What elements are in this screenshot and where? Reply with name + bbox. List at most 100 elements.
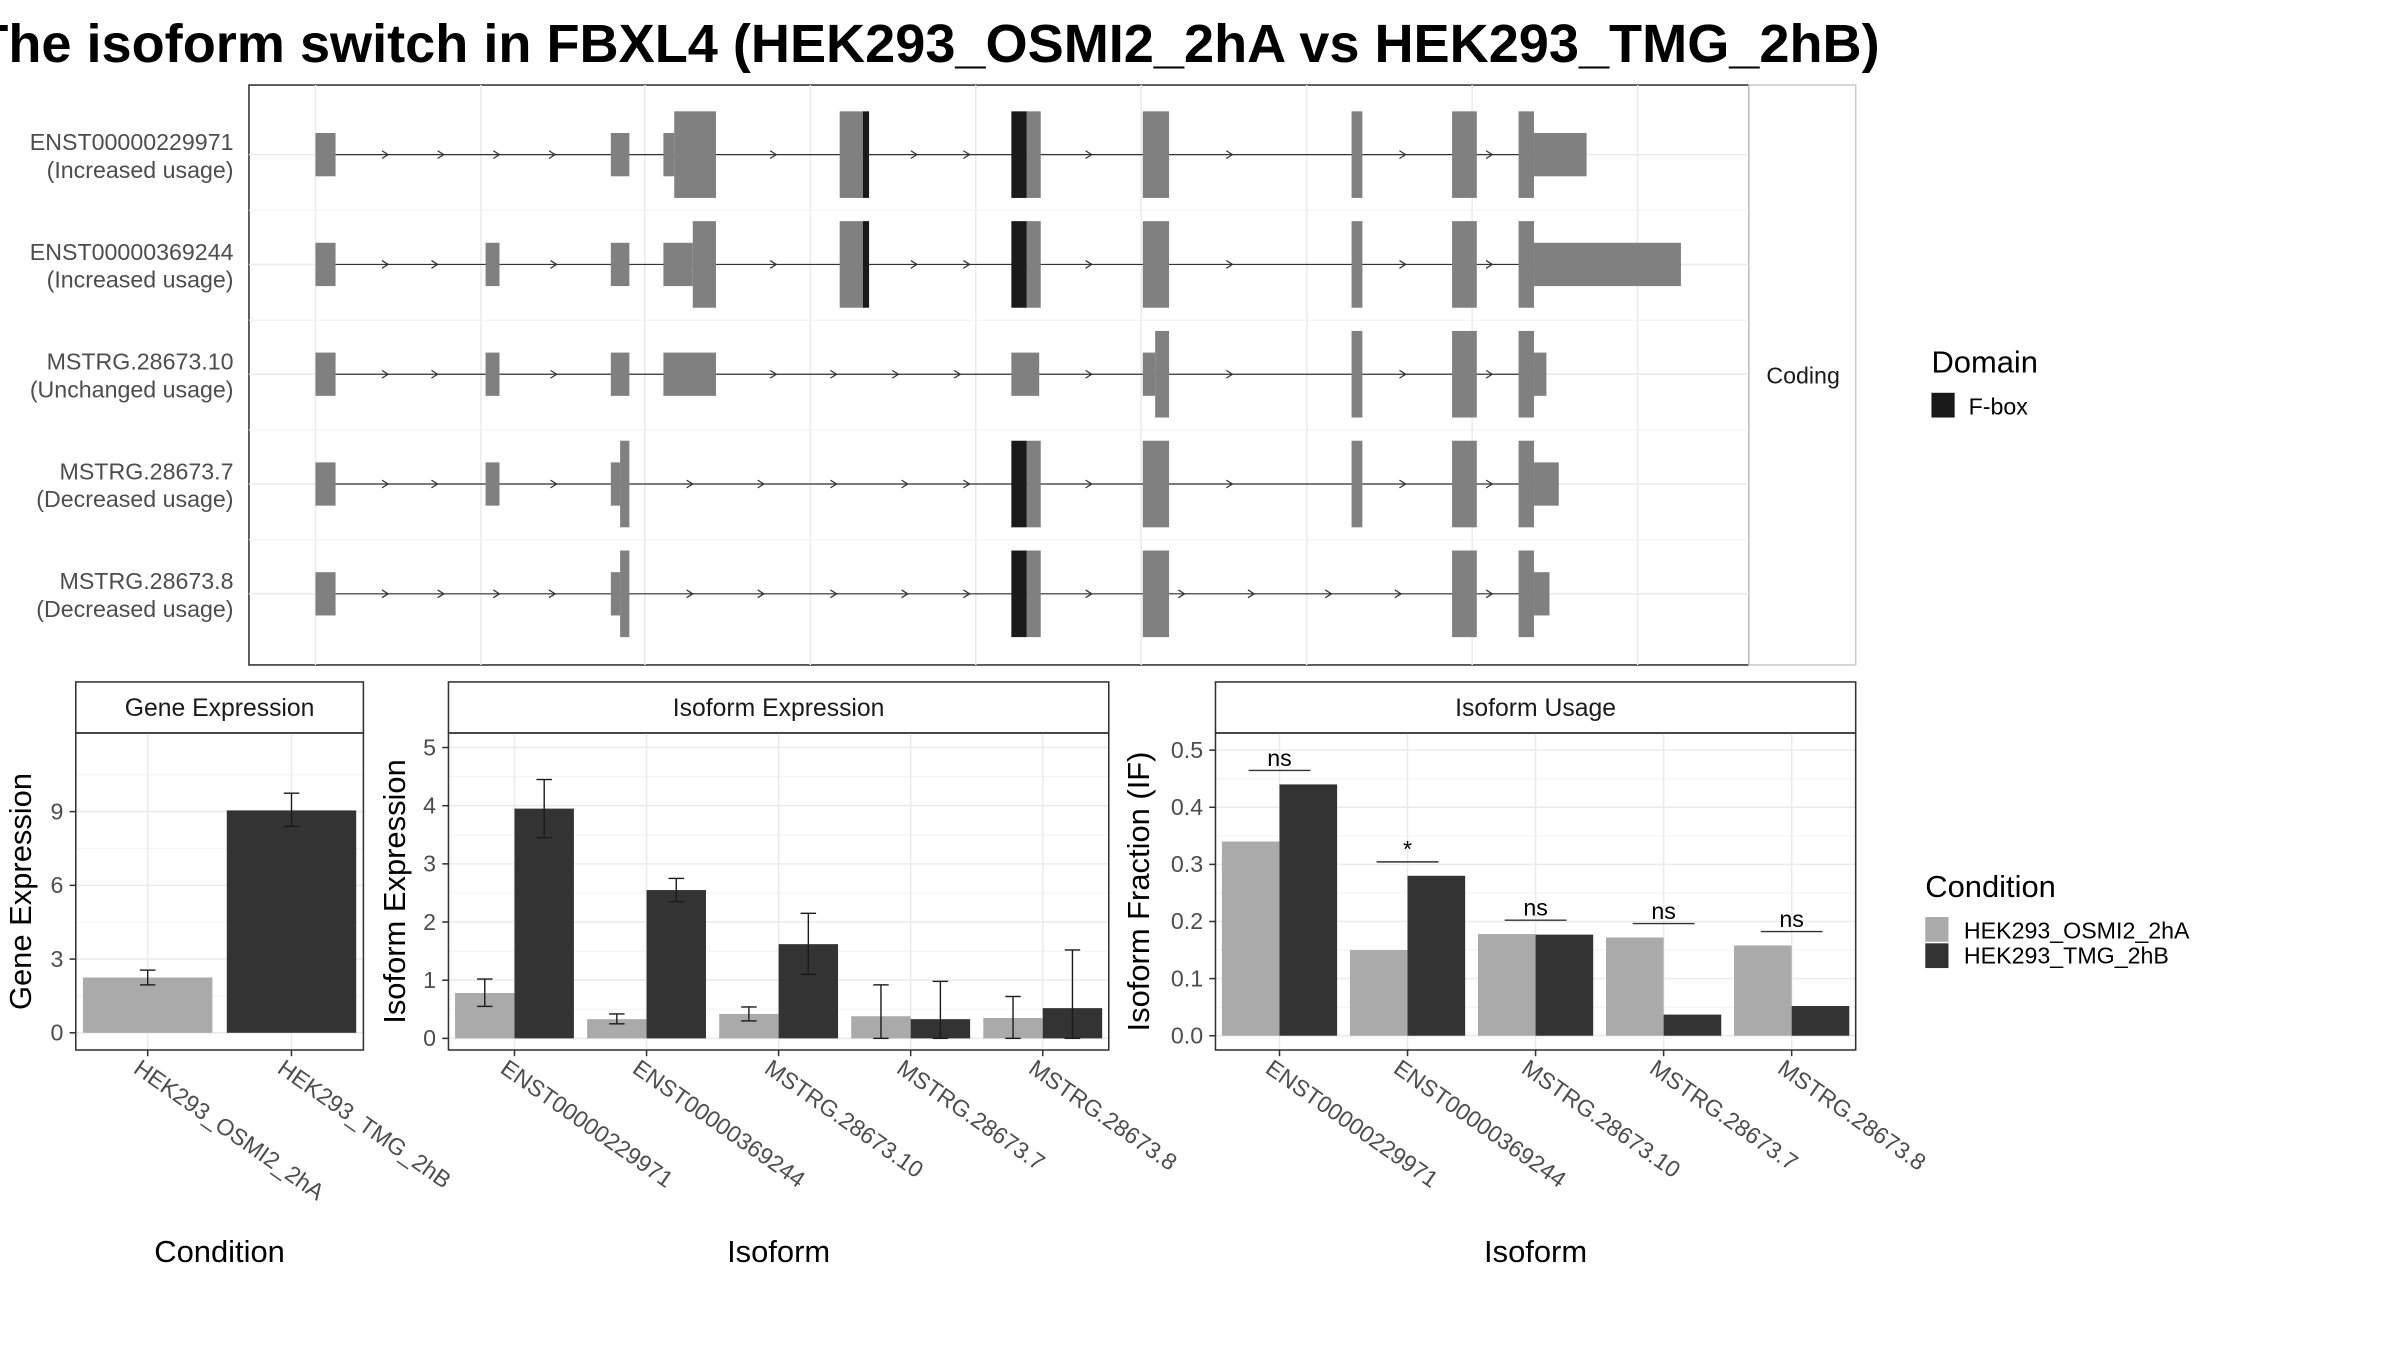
condition-legend-swatch-b (1925, 943, 1949, 969)
bar (226, 810, 357, 1033)
intron-arrow (686, 479, 694, 489)
condition-legend-label-a: HEK293_OSMI2_2hA (1964, 918, 2190, 944)
y-tick-label: 0 (50, 1020, 63, 1046)
f-box-domain (1011, 221, 1027, 308)
intron-arrow (1247, 589, 1256, 599)
intron-arrow (769, 369, 778, 379)
y-tick-label: 0.5 (1171, 737, 1203, 763)
condition-legend: Condition HEK293_OSMI2_2hA HEK293_TMG_2h… (1925, 869, 2190, 968)
significance-label: ns (1651, 898, 1676, 924)
exon (315, 352, 336, 396)
intron-arrow (901, 589, 909, 599)
exon (610, 352, 630, 396)
panel-title: Isoform Usage (1455, 695, 1616, 722)
intron-arrow (963, 260, 971, 269)
transcript-rows (315, 111, 1681, 638)
facet-strip (1748, 84, 1857, 666)
y-tick-label: 0.1 (1171, 965, 1203, 991)
intron-arrow (830, 589, 838, 599)
condition-legend-swatch-a (1925, 917, 1949, 942)
intron-arrow (492, 589, 501, 599)
y-tick-label: 0.0 (1171, 1022, 1203, 1048)
transcript-usage-label: (Decreased usage) (36, 486, 233, 512)
exon (1452, 330, 1477, 418)
f-box-legend-label: F-box (1969, 393, 2029, 419)
exon (1142, 221, 1170, 308)
bar (82, 977, 213, 1033)
exon (315, 462, 336, 506)
bar (1477, 934, 1536, 1036)
isoform-expression-panel: Isoform ExpressionENST00000229971ENST000… (377, 681, 1182, 1269)
y-axis-title: Gene Expression (3, 773, 38, 1010)
bar (646, 890, 706, 1039)
exon (1142, 550, 1170, 638)
exon (610, 572, 621, 616)
intron-arrow (1399, 369, 1407, 379)
significance-label: ns (1523, 894, 1548, 920)
exon (1155, 330, 1170, 418)
intron-arrow (1485, 479, 1494, 489)
isoform-usage-panel: Isoform UsagensENST00000229971*ENST00000… (1121, 681, 1931, 1269)
panel-title: Isoform Expression (673, 695, 885, 722)
y-tick-label: 6 (50, 872, 63, 898)
bar (514, 808, 574, 1039)
exon (1142, 352, 1156, 396)
intron-arrow (492, 150, 501, 160)
exon (1026, 550, 1041, 638)
intron-arrow (550, 479, 558, 489)
exon (1026, 111, 1041, 198)
f-box-domain (862, 111, 870, 198)
condition-legend-label-b: HEK293_TMG_2hB (1964, 942, 2169, 968)
y-tick-label: 0 (423, 1025, 436, 1051)
intron-arrow (1178, 589, 1186, 599)
exon (1011, 352, 1040, 396)
bar (1535, 934, 1594, 1036)
bar (1407, 875, 1466, 1036)
intron-arrow (1485, 260, 1494, 269)
intron-arrow (1399, 479, 1407, 489)
intron-arrow (963, 150, 971, 160)
intron-arrow (381, 369, 390, 379)
transcript-panel: ENST00000229971(Increased usage)ENST0000… (30, 84, 1857, 666)
intron-arrow (830, 479, 838, 489)
intron-arrow (1394, 589, 1403, 599)
y-tick-label: 0.4 (1171, 794, 1203, 820)
x-axis-title: Isoform (1484, 1234, 1587, 1269)
exon (315, 242, 336, 287)
exon (485, 462, 500, 506)
exon (1452, 440, 1477, 528)
exon (610, 462, 621, 506)
exon (1518, 111, 1535, 198)
exon (1534, 462, 1559, 506)
bar (587, 1019, 647, 1039)
f-box-legend-swatch (1931, 392, 1955, 418)
transcript-id-label: ENST00000229971 (30, 129, 234, 155)
transcript-id-label: MSTRG.28673.7 (60, 458, 234, 484)
figure-title: The isoform switch in FBXL4 (HEK293_OSMI… (0, 14, 1880, 74)
f-box-domain (862, 221, 870, 308)
significance-label: ns (1779, 906, 1804, 932)
transcript-usage-label: (Increased usage) (47, 157, 234, 183)
facet-strip-label: Coding (1766, 363, 1839, 389)
bar (1279, 784, 1338, 1036)
intron-arrow (910, 150, 919, 160)
bar (1791, 1006, 1850, 1036)
exon (1518, 221, 1535, 308)
y-tick-label: 4 (423, 792, 436, 818)
bar (1663, 1014, 1722, 1036)
intron-arrow (757, 589, 766, 599)
intron-arrow (1399, 150, 1407, 160)
intron-arrow (431, 260, 439, 269)
intron-arrow (1225, 260, 1234, 269)
x-axis-title: Isoform (727, 1234, 830, 1269)
bar (1349, 950, 1408, 1036)
intron-arrow (1085, 260, 1093, 269)
intron-arrow (1485, 369, 1494, 379)
exon (663, 132, 675, 177)
transcript-usage-label: (Decreased usage) (36, 596, 233, 622)
intron-arrow (1485, 150, 1494, 160)
panel-strip (1214, 681, 1857, 734)
intron-arrow (1485, 589, 1494, 599)
exon (610, 132, 630, 177)
intron-arrow (686, 589, 694, 599)
